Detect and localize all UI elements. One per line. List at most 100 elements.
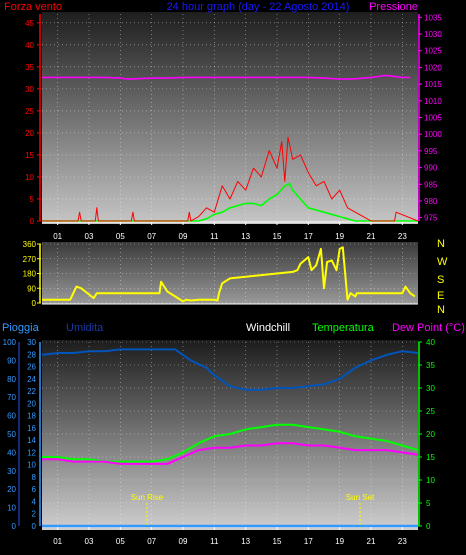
wind-tick-label: 25 — [25, 107, 34, 116]
wind-panel-background — [42, 12, 418, 224]
humidity-tick-label: 10 — [7, 504, 16, 513]
humidity-tick-label: 60 — [7, 412, 16, 421]
rain-tick-label: 0 — [32, 522, 37, 531]
pressure-tick-label: 1000 — [424, 130, 442, 139]
temperature-tick-label: 20 — [426, 430, 435, 439]
rain-tick-label: 18 — [27, 412, 36, 421]
pressure-tick-label: 1030 — [424, 30, 442, 39]
rain-tick-label: 24 — [27, 375, 36, 384]
wind-tick-label: 40 — [25, 41, 34, 50]
rain-tick-label: 28 — [27, 350, 36, 359]
rain-axis-title: Pioggia — [2, 322, 40, 334]
sun-event-label: Sun Rise — [131, 493, 164, 502]
temperature-tick-label: 10 — [426, 476, 435, 485]
wind-axis-title: Forza vento — [4, 1, 62, 13]
x-tick-label: 05 — [116, 537, 125, 546]
wind-tick-label: 35 — [25, 63, 34, 72]
wind-tick-label: 15 — [25, 151, 34, 160]
rain-tick-label: 4 — [32, 497, 37, 506]
humidity-series-line — [41, 348, 419, 391]
x-tick-label: 07 — [147, 232, 156, 241]
wind-tick-label: 20 — [25, 129, 34, 138]
wind-gust-series-line — [42, 136, 419, 222]
wind-tick-label: 30 — [25, 85, 34, 94]
pressure-tick-label: 1005 — [424, 114, 442, 123]
chart-title: 24 hour graph (day - 22 Agosto 2014) — [167, 1, 350, 13]
direction-tick-label: 0 — [32, 299, 37, 308]
humidity-tick-label: 0 — [12, 522, 17, 531]
x-tick-label: 03 — [85, 537, 94, 546]
direction-tick-label: 270 — [23, 255, 37, 264]
pressure-tick-label: 975 — [424, 214, 438, 223]
dewpoint-series-line — [42, 442, 419, 465]
x-tick-label: 01 — [53, 537, 62, 546]
x-tick-label: 09 — [179, 232, 188, 241]
x-tick-label: 23 — [398, 537, 407, 546]
pressure-tick-label: 1020 — [424, 63, 442, 72]
compass-letter: W — [437, 256, 448, 268]
temperature-tick-label: 25 — [426, 407, 435, 416]
temperature-tick-label: 40 — [426, 338, 435, 347]
rain-tick-label: 26 — [27, 363, 36, 372]
rain-tick-label: 14 — [27, 436, 36, 445]
direction-panel-background — [42, 242, 418, 304]
rain-tick-label: 22 — [27, 387, 36, 396]
pressure-tick-label: 1035 — [424, 13, 442, 22]
rain-tick-label: 2 — [32, 510, 37, 519]
x-tick-label: 11 — [210, 537, 219, 546]
x-tick-label: 01 — [53, 232, 62, 241]
x-tick-label: 17 — [304, 537, 313, 546]
direction-tick-label: 90 — [27, 284, 36, 293]
x-tick-label: 03 — [85, 232, 94, 241]
x-tick-label: 21 — [367, 232, 376, 241]
humidity-tick-label: 90 — [7, 356, 16, 365]
temperature-axis-title: Temperatura — [312, 322, 375, 334]
wind-direction-series-line — [42, 246, 416, 303]
rain-tick-label: 10 — [27, 461, 36, 470]
wind-tick-label: 45 — [25, 19, 34, 28]
compass-letter: N — [437, 238, 445, 250]
pressure-series-line — [42, 74, 411, 80]
direction-tick-label: 360 — [23, 240, 37, 249]
pressure-tick-label: 980 — [424, 197, 438, 206]
sun-event-label: Sun Set — [346, 493, 375, 502]
humidity-tick-label: 30 — [7, 467, 16, 476]
dewpoint-axis-title: Dew Point (°C) — [392, 322, 465, 334]
pressure-tick-label: 1015 — [424, 80, 442, 89]
x-tick-label: 21 — [367, 537, 376, 546]
x-tick-label: 13 — [241, 232, 250, 241]
pressure-tick-label: 990 — [424, 164, 438, 173]
direction-tick-label: 180 — [23, 270, 37, 279]
rain-tick-label: 30 — [27, 338, 36, 347]
rain-tick-label: 16 — [27, 424, 36, 433]
x-tick-label: 19 — [335, 232, 344, 241]
pressure-axis-title: Pressione — [369, 1, 418, 13]
temperature-tick-label: 0 — [426, 522, 431, 531]
x-tick-label: 19 — [335, 537, 344, 546]
wind-tick-label: 0 — [30, 217, 35, 226]
pressure-tick-label: 1025 — [424, 47, 442, 56]
humidity-tick-label: 20 — [7, 485, 16, 494]
rain-tick-label: 8 — [32, 473, 37, 482]
compass-letter: E — [437, 290, 444, 302]
compass-letter: N — [437, 304, 445, 316]
humidity-tick-label: 100 — [3, 338, 17, 347]
x-tick-label: 13 — [241, 537, 250, 546]
humidity-tick-label: 40 — [7, 448, 16, 457]
wind-average-series-line — [42, 182, 418, 222]
pressure-tick-label: 995 — [424, 147, 438, 156]
x-tick-label: 15 — [273, 537, 282, 546]
rain-tick-label: 12 — [27, 448, 36, 457]
compass-letter: S — [437, 274, 444, 286]
x-tick-label: 15 — [273, 232, 282, 241]
x-tick-label: 05 — [116, 232, 125, 241]
humidity-tick-label: 50 — [7, 430, 16, 439]
x-tick-label: 17 — [304, 232, 313, 241]
windchill-axis-title: Windchill — [246, 322, 290, 334]
rain-tick-label: 6 — [32, 485, 37, 494]
x-tick-label: 09 — [179, 537, 188, 546]
wind-tick-label: 5 — [30, 195, 35, 204]
temperature-tick-label: 5 — [426, 499, 431, 508]
temperature-tick-label: 35 — [426, 361, 435, 370]
